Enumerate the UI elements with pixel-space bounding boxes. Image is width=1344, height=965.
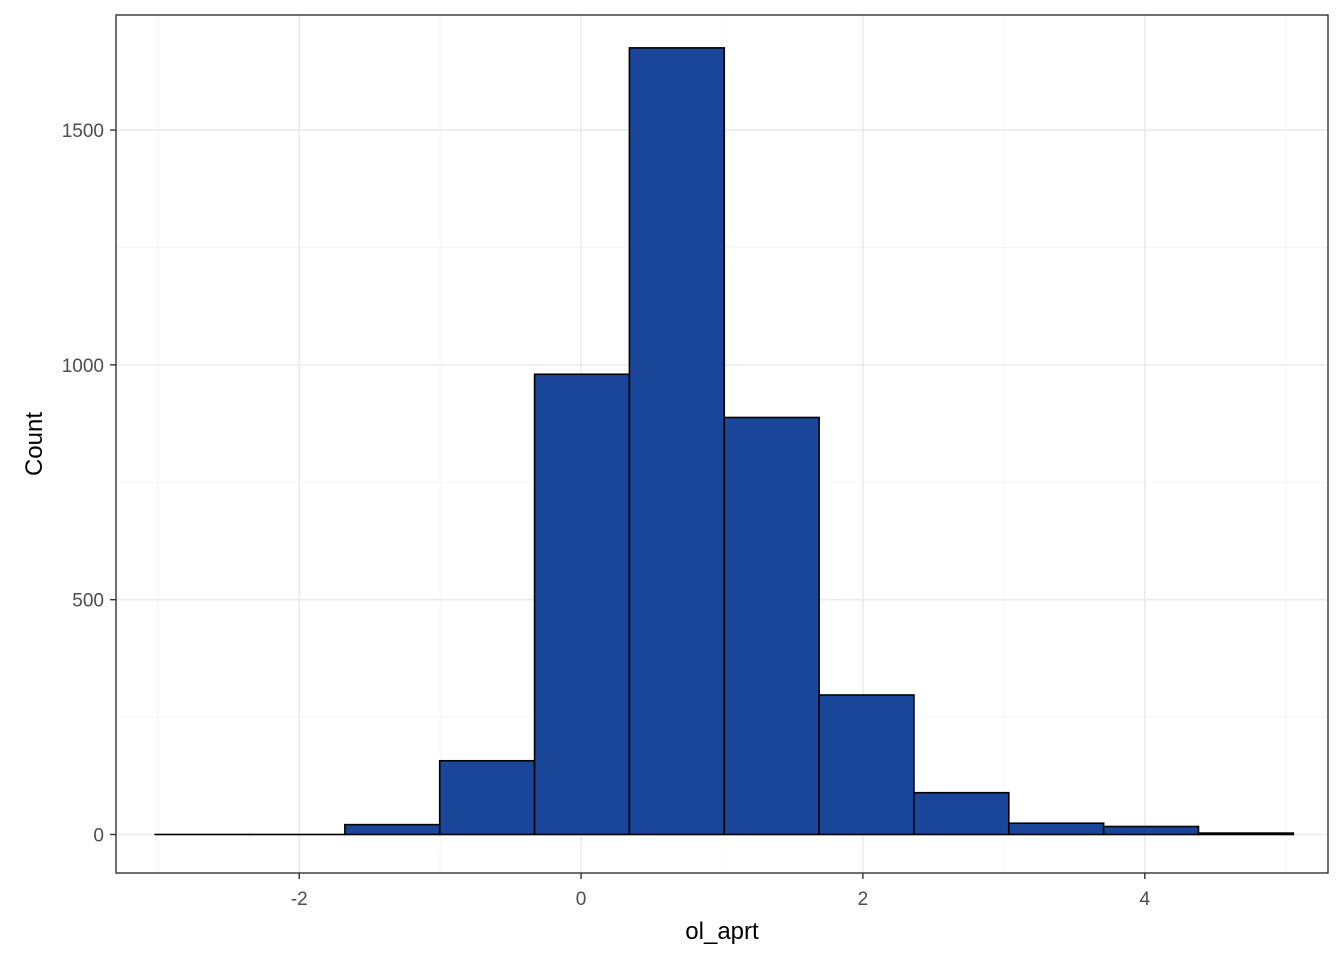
x-tick-label: 0: [576, 889, 587, 910]
histogram-bar: [1104, 827, 1199, 835]
y-tick-label: 0: [93, 825, 104, 846]
y-axis: 0 500 1000 1500: [62, 121, 116, 846]
x-tick-label: 4: [1140, 889, 1151, 910]
y-axis-title: Count: [21, 412, 48, 476]
y-tick-label: 1000: [62, 356, 104, 377]
histogram-bar: [1009, 823, 1104, 834]
x-tick-label: 2: [858, 889, 869, 910]
histogram-bar: [914, 793, 1009, 835]
histogram-bar: [345, 825, 440, 835]
y-tick-label: 500: [72, 591, 104, 612]
histogram-bar: [440, 761, 535, 835]
histogram-bar: [535, 374, 630, 834]
y-tick-label: 1500: [62, 121, 104, 142]
histogram-bar: [629, 48, 724, 835]
histogram-bar: [819, 695, 914, 834]
histogram-bars: [155, 48, 1293, 835]
x-tick-label: -2: [291, 889, 308, 910]
histogram-bar: [1198, 833, 1293, 834]
histogram-bar: [724, 417, 819, 834]
x-axis-title: ol_aprt: [685, 918, 759, 945]
x-axis: -2 0 2 4: [291, 873, 1151, 910]
